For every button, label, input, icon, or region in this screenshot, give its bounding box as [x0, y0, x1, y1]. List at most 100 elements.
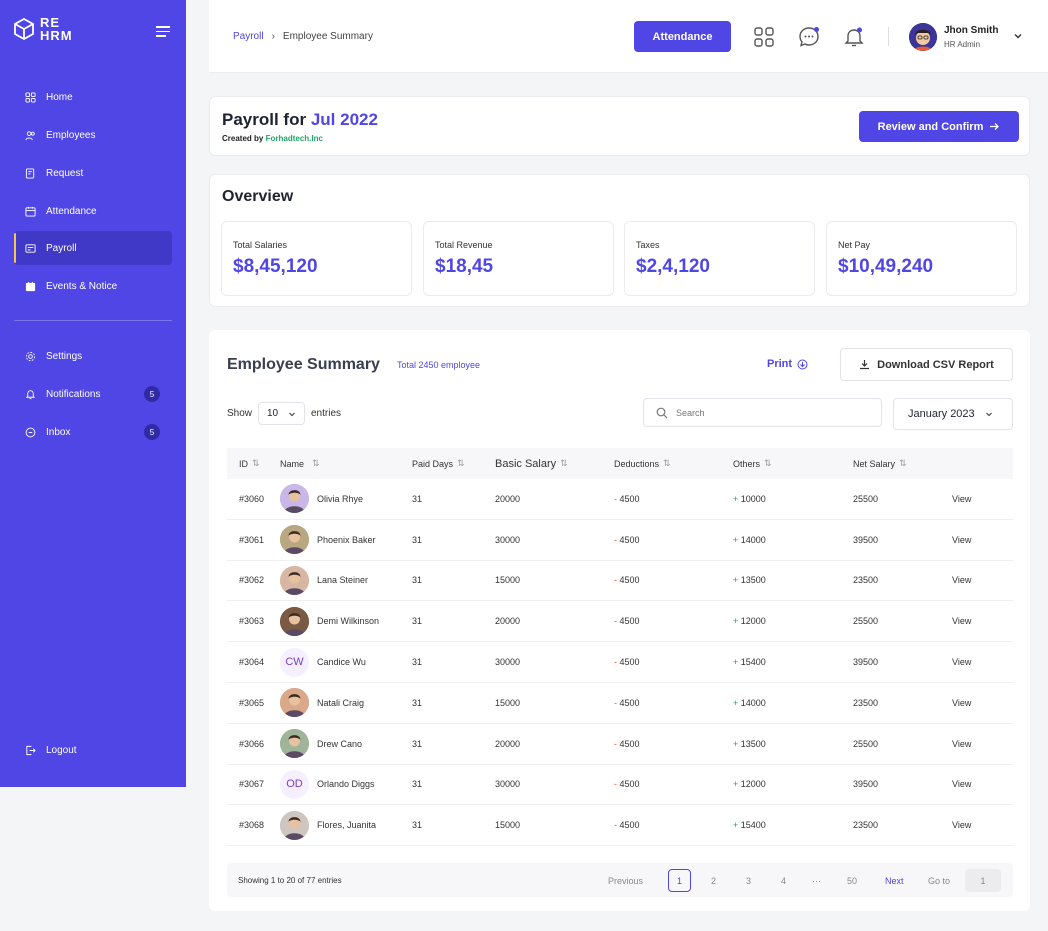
sidebar-item-events[interactable]: Events & Notice	[14, 269, 172, 303]
employee-name[interactable]: Orlando Diggs	[317, 779, 375, 790]
page-button-3[interactable]: 3	[746, 876, 752, 886]
notifications-badge: 5	[144, 386, 160, 402]
view-link[interactable]: View	[952, 534, 972, 545]
table-row: #3067 OD Orlando Diggs 31 30000 - 4500 +…	[227, 765, 1013, 806]
employee-name[interactable]: Drew Cano	[317, 738, 363, 749]
page-button-50[interactable]: 50	[847, 876, 858, 886]
page-button-2[interactable]: 2	[711, 876, 717, 886]
employee-name[interactable]: Olivia Rhye	[317, 493, 364, 504]
sidebar-item-label: Notifications	[46, 388, 101, 400]
cell-deductions: - 4500	[614, 534, 640, 545]
payroll-icon	[25, 243, 36, 253]
sidebar-item-employees[interactable]: Employees	[14, 118, 172, 152]
sidebar-item-label: Employees	[46, 129, 96, 141]
column-basic-salary[interactable]: Basic Salary ⇅	[495, 457, 568, 470]
logo[interactable]: RE HRM	[14, 16, 74, 42]
sort-icon: ⇅	[312, 458, 320, 468]
page-button-4[interactable]: 4	[781, 876, 787, 886]
employee-name[interactable]: Flores, Juanita	[317, 820, 377, 831]
table-header: ID ⇅ Name ⇅ Paid Days ⇅ Basic Salary ⇅ Deduc…	[227, 448, 1013, 479]
employee-name[interactable]: Candice Wu	[317, 657, 366, 668]
cell-id: #3067	[239, 779, 265, 790]
cell-name: Flores, Juanita	[280, 810, 412, 840]
sidebar-item-request[interactable]: Request	[14, 156, 172, 190]
cell-id: #3061	[239, 534, 265, 545]
employee-name[interactable]: Lana Steiner	[317, 575, 369, 586]
minus-sign: -	[614, 575, 617, 586]
previous-page-button[interactable]: Previous	[608, 876, 644, 886]
chevron-down-icon[interactable]	[1013, 31, 1023, 41]
apps-grid-icon[interactable]	[753, 26, 775, 48]
cell-id: #3064	[239, 657, 265, 668]
sidebar-item-payroll[interactable]: Payroll	[14, 231, 172, 265]
search-input[interactable]	[676, 407, 856, 418]
month-select[interactable]: January 2023	[893, 398, 1013, 430]
attendance-button[interactable]: Attendance	[634, 21, 731, 52]
bell-icon[interactable]	[843, 26, 865, 48]
plus-sign: +	[733, 738, 739, 749]
minus-sign: -	[614, 820, 617, 831]
entries-select[interactable]: 10	[258, 402, 305, 425]
view-link[interactable]: View	[952, 820, 972, 831]
sidebar-item-attendance[interactable]: Attendance	[14, 194, 172, 228]
cell-basic-salary: 15000	[495, 575, 521, 586]
column-id[interactable]: ID ⇅	[239, 458, 260, 469]
sidebar-item-settings[interactable]: Settings	[14, 339, 172, 373]
column-others[interactable]: Others ⇅	[733, 458, 772, 469]
table-row: #3064 CW Candice Wu 31 30000 - 4500 + 15…	[227, 642, 1013, 683]
user-avatar[interactable]	[909, 23, 937, 51]
menu-toggle-icon[interactable]	[156, 26, 170, 40]
cell-paid-days: 31	[412, 779, 423, 790]
cell-deductions: - 4500	[614, 616, 640, 627]
sort-icon: ⇅	[560, 458, 568, 468]
column-deductions[interactable]: Deductions ⇅	[614, 458, 671, 469]
cell-net-salary: 23500	[853, 820, 879, 831]
minus-sign: -	[614, 534, 617, 545]
cell-others: + 12000	[733, 616, 766, 627]
cell-others: + 13500	[733, 738, 766, 749]
logout-icon	[26, 745, 36, 755]
cell-paid-days: 31	[412, 657, 423, 668]
breadcrumb-payroll[interactable]: Payroll	[233, 31, 264, 42]
page-button-1[interactable]: 1	[668, 869, 691, 892]
cell-deductions: - 4500	[614, 779, 640, 790]
column-name[interactable]: Name ⇅	[280, 458, 320, 469]
view-link[interactable]: View	[952, 493, 972, 504]
view-link[interactable]: View	[952, 657, 972, 668]
breadcrumb-separator: ›	[271, 31, 275, 42]
sidebar-divider	[14, 320, 172, 321]
view-link[interactable]: View	[952, 697, 972, 708]
column-net-salary[interactable]: Net Salary ⇅	[853, 458, 907, 469]
logout-button[interactable]: Logout	[14, 733, 172, 767]
table-row: #3065 Natali Craig 31 15000 - 4500 + 140…	[227, 683, 1013, 724]
view-link[interactable]: View	[952, 616, 972, 627]
print-button[interactable]: Print	[767, 358, 808, 370]
next-page-button[interactable]: Next	[885, 876, 904, 886]
employee-name[interactable]: Demi Wilkinson	[317, 616, 380, 627]
employee-name[interactable]: Phoenix Baker	[317, 534, 376, 545]
review-confirm-button[interactable]: Review and Confirm	[859, 111, 1019, 142]
view-link[interactable]: View	[952, 779, 972, 790]
search-field[interactable]	[643, 398, 882, 427]
plus-sign: +	[733, 697, 739, 708]
cell-deductions: - 4500	[614, 657, 640, 668]
download-csv-button[interactable]: Download CSV Report	[840, 348, 1013, 381]
sidebar-item-label: Events & Notice	[46, 280, 118, 292]
avatar-initials: CW	[285, 656, 304, 669]
sidebar-item-inbox[interactable]: Inbox 5	[14, 415, 172, 449]
cell-name: Olivia Rhye	[280, 484, 412, 514]
goto-page-input[interactable]: 1	[965, 869, 1001, 892]
employee-name[interactable]: Natali Craig	[317, 697, 365, 708]
stat-label: Net Pay	[838, 240, 871, 250]
sidebar-item-notifications[interactable]: Notifications 5	[14, 377, 172, 411]
sidebar-item-home[interactable]: Home	[14, 80, 172, 114]
messages-icon[interactable]	[798, 26, 820, 48]
person-photo-icon	[280, 688, 309, 718]
column-paid-days[interactable]: Paid Days ⇅	[412, 458, 465, 469]
cell-net-salary: 39500	[853, 534, 879, 545]
sidebar-item-label: Inbox	[46, 426, 71, 438]
view-link[interactable]: View	[952, 738, 972, 749]
person-photo-icon	[280, 606, 309, 636]
view-link[interactable]: View	[952, 575, 972, 586]
cell-name: Phoenix Baker	[280, 525, 412, 555]
